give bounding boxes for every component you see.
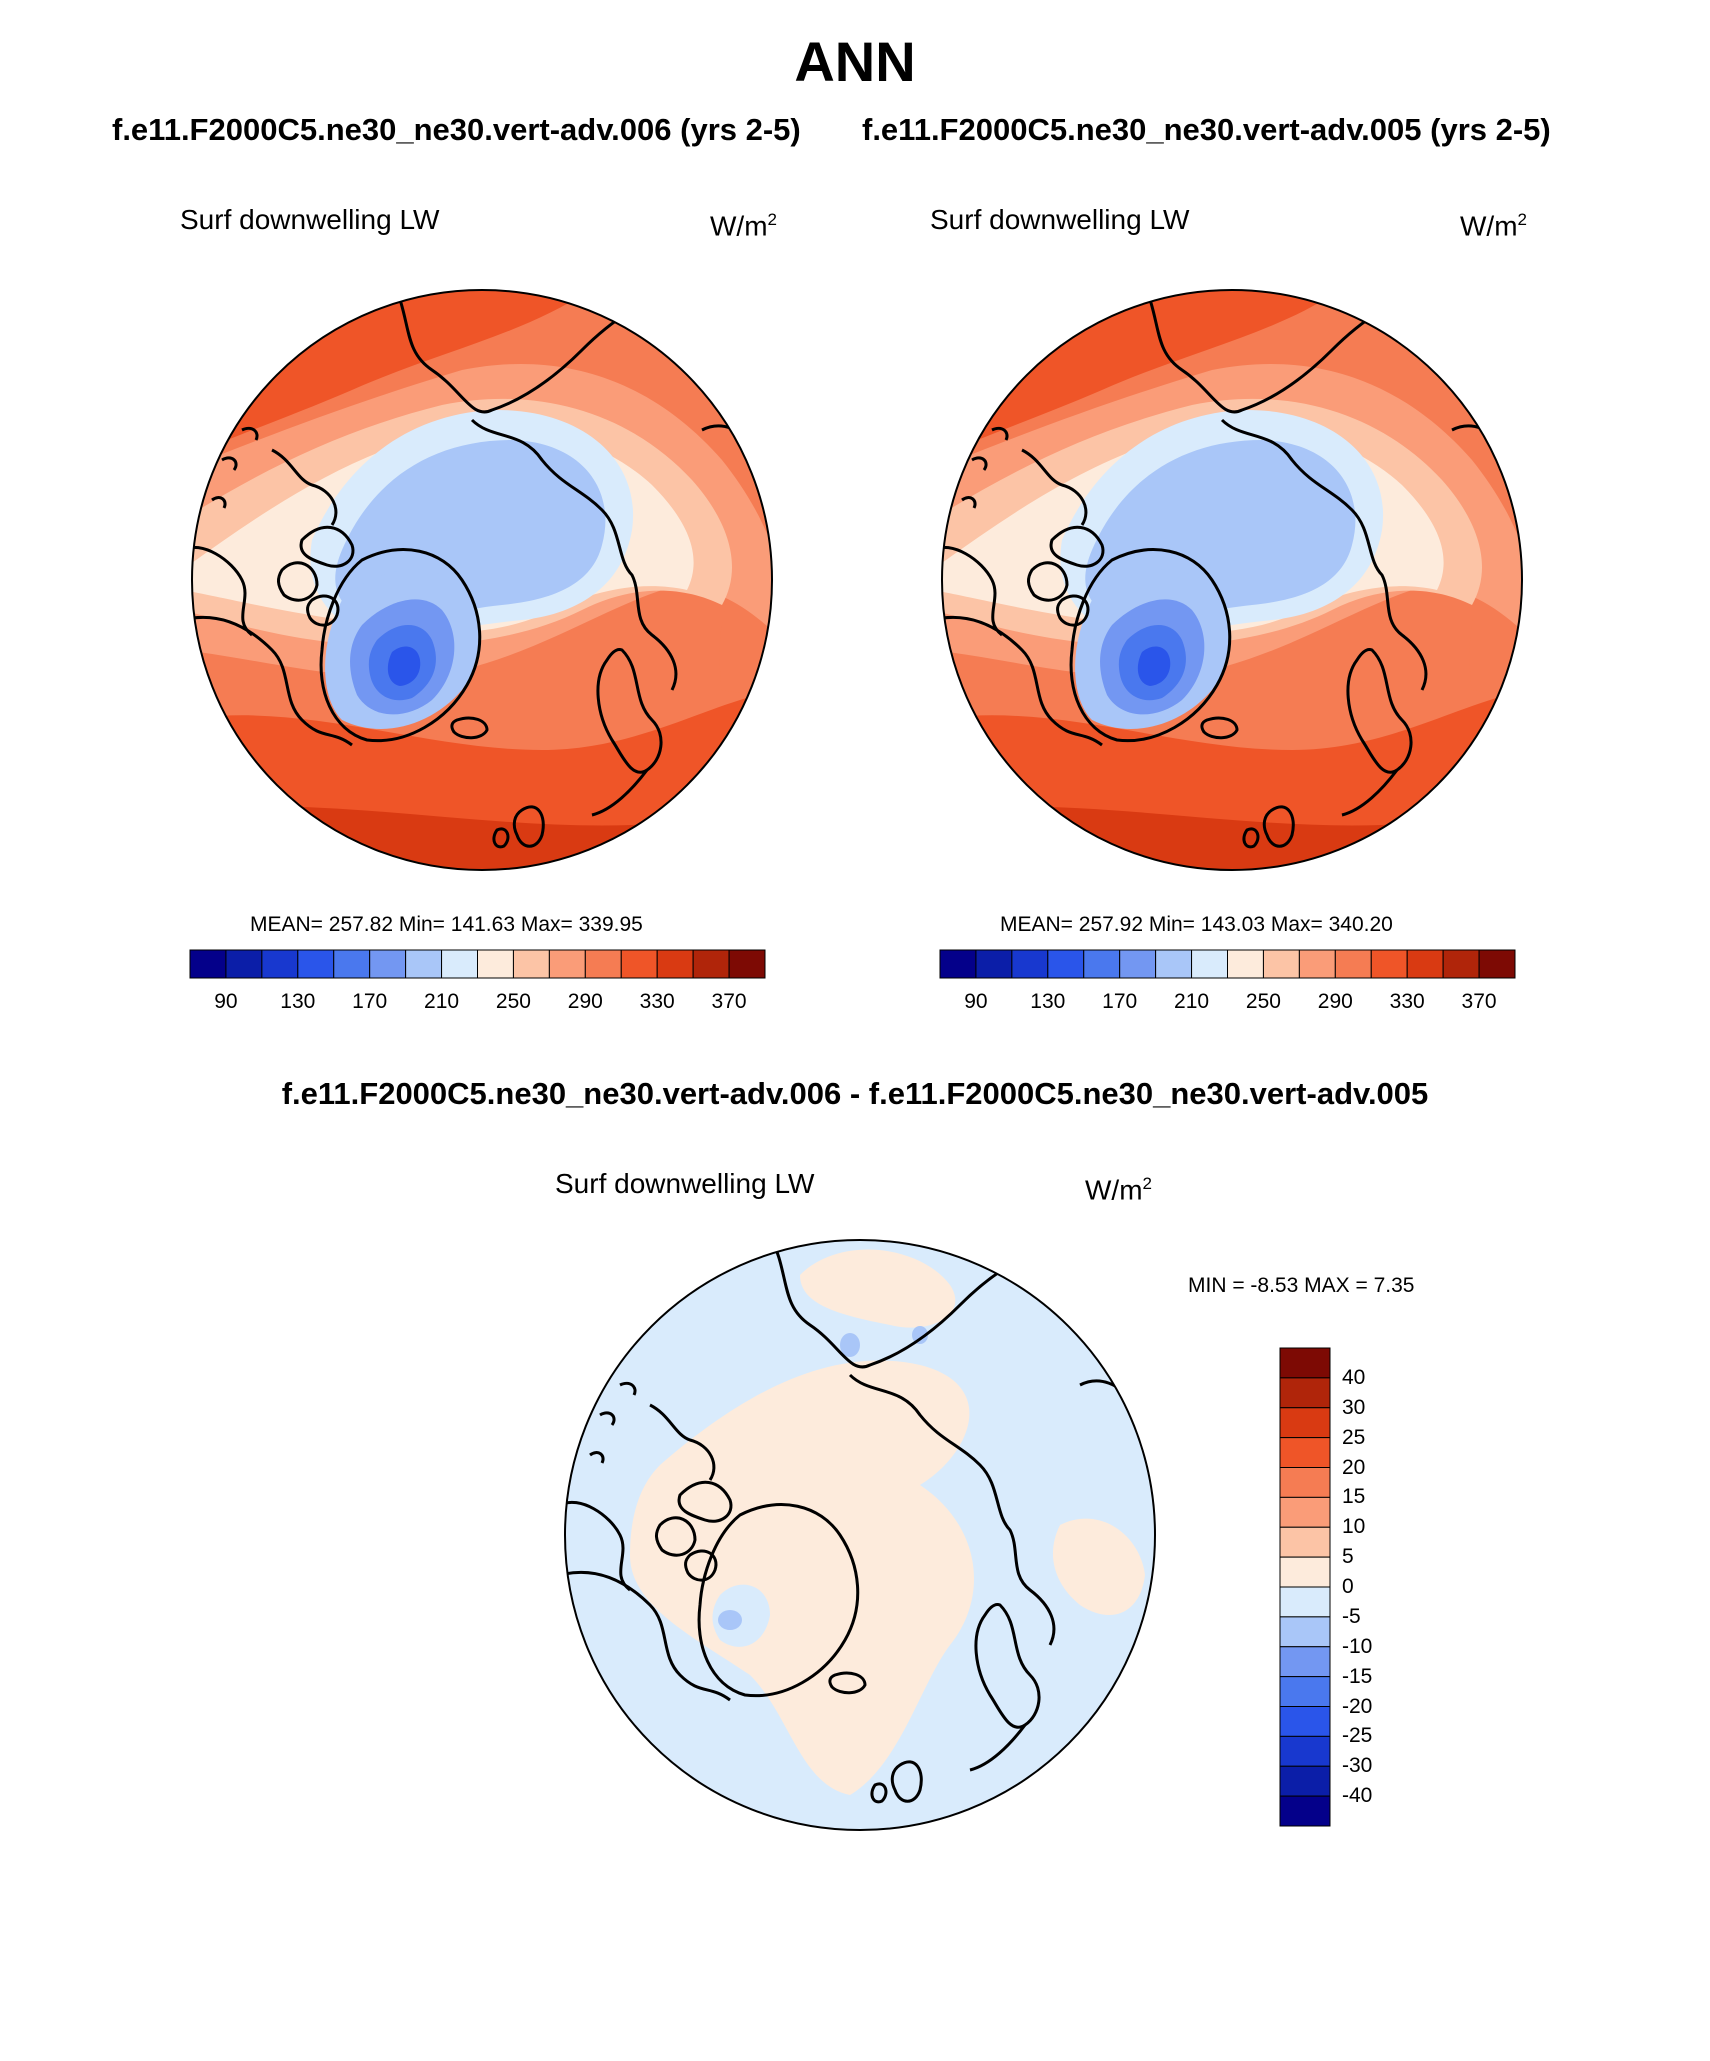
colorbar-cell [975, 949, 1013, 979]
colorbar-tick-label: 330 [639, 990, 675, 1013]
colorbar-cell [1279, 1347, 1331, 1379]
colorbar-tick-label: 290 [1317, 990, 1353, 1013]
colorbar-cell [1083, 949, 1121, 979]
variable-label-diff: Surf downwelling LW [555, 1168, 815, 1199]
colorbar-tick-label: 130 [1030, 990, 1066, 1013]
colorbar-cell [1279, 1676, 1331, 1707]
colorbar-tick-label: 30 [1342, 1395, 1366, 1419]
colorbar-right [939, 949, 1516, 979]
colorbar-cell [1279, 1616, 1331, 1648]
colorbar-cell [1279, 1586, 1331, 1618]
variable-label-right: Surf downwelling LW [930, 204, 1190, 235]
colorbar-cell [1279, 1795, 1331, 1827]
difference-title: f.e11.F2000C5.ne30_ne30.vert-adv.006 - f… [281, 1076, 1429, 1111]
colorbar-tick-label: -20 [1342, 1694, 1373, 1718]
colorbar-cell [1227, 949, 1264, 979]
colorbar-tick-label: 90 [214, 990, 238, 1013]
colorbar-tick-label: 15 [1342, 1485, 1366, 1509]
colorbar-cell [1478, 949, 1516, 979]
colorbar-tick-label: 170 [352, 990, 388, 1013]
colorbar-cell [512, 949, 550, 979]
colorbar-cell [441, 949, 478, 979]
map-difference [564, 1239, 1156, 1831]
colorbar-tick-label: 370 [1461, 990, 1497, 1013]
colorbar-tick-label: 250 [495, 990, 531, 1013]
colorbar-tick-label: 25 [1342, 1425, 1366, 1449]
colorbar-cell [405, 949, 443, 979]
colorbar-cell [189, 949, 227, 979]
colorbar-cell [620, 949, 658, 979]
colorbar-cell [1279, 1467, 1331, 1498]
colorbar-cell [225, 949, 263, 979]
colorbar-tick-label: 5 [1342, 1545, 1354, 1569]
colorbar-cell [939, 949, 977, 979]
colorbar-tick-label: 20 [1342, 1455, 1366, 1479]
stats-right: MEAN= 257.92 Min= 143.03 Max= 340.20 [1000, 913, 1393, 936]
colorbar-tick-label: 10 [1342, 1515, 1366, 1539]
map-left [191, 289, 773, 871]
colorbar-tick-label: 210 [424, 990, 460, 1013]
colorbar-cell [261, 949, 299, 979]
variable-label-left: Surf downwelling LW [180, 204, 440, 235]
case-title-left: f.e11.F2000C5.ne30_ne30.vert-adv.006 (yr… [112, 112, 801, 147]
colorbar-tick-label: 170 [1102, 990, 1138, 1013]
colorbar-cell [1279, 1556, 1331, 1588]
colorbar-tick-label: -5 [1342, 1604, 1361, 1628]
case-title-right: f.e11.F2000C5.ne30_ne30.vert-adv.005 (yr… [862, 112, 1551, 147]
colorbar-tick-label: 330 [1389, 990, 1425, 1013]
stats-left: MEAN= 257.82 Min= 141.63 Max= 339.95 [250, 913, 643, 936]
stats-diff: MIN = -8.53 MAX = 7.35 [1188, 1274, 1415, 1297]
colorbar-tick-label: -30 [1342, 1754, 1373, 1778]
colorbar-cell [548, 949, 586, 979]
colorbar-tick-label: 0 [1342, 1575, 1354, 1598]
colorbar-cell [1191, 949, 1228, 979]
colorbar-cell [1279, 1377, 1331, 1409]
colorbar-cell [1279, 1437, 1331, 1468]
colorbar-cell [692, 949, 730, 979]
units-label-left: W/m2 [710, 210, 777, 242]
colorbar-cell [1155, 949, 1193, 979]
colorbar-cell [1011, 949, 1049, 979]
colorbar-cell [584, 949, 622, 979]
colorbar-tick-label: -25 [1342, 1724, 1373, 1748]
colorbar-tick-label: -15 [1342, 1664, 1373, 1688]
colorbar-cell [1406, 949, 1444, 979]
colorbar-tick-label: 40 [1342, 1365, 1366, 1389]
colorbar-cell [728, 949, 766, 979]
colorbar-cell [1279, 1407, 1331, 1439]
colorbar-cell [477, 949, 514, 979]
colorbar-cell [1279, 1735, 1331, 1767]
colorbar-cell [369, 949, 407, 979]
units-label-right: W/m2 [1460, 210, 1527, 242]
map-right [941, 289, 1523, 871]
page-title: ANN [794, 30, 916, 93]
colorbar-tick-label: 290 [567, 990, 603, 1013]
colorbar-tick-label: 250 [1245, 990, 1281, 1013]
colorbar-cell [297, 949, 335, 979]
colorbar-left [189, 949, 766, 979]
colorbar-cell [1262, 949, 1300, 979]
colorbar-cell [1298, 949, 1336, 979]
units-label-diff: W/m2 [1085, 1174, 1152, 1206]
colorbar-cell [333, 949, 371, 979]
colorbar-cell [1279, 1765, 1331, 1797]
colorbar-cell [1279, 1646, 1331, 1678]
colorbar-cell [1334, 949, 1372, 979]
colorbar-tick-label: 210 [1174, 990, 1210, 1013]
colorbar-cell [1370, 949, 1408, 979]
colorbar-tick-label: -40 [1342, 1784, 1373, 1808]
colorbar-tick-label: 90 [964, 990, 988, 1013]
colorbar-cell [656, 949, 694, 979]
colorbar-tick-label: 130 [280, 990, 316, 1013]
colorbar-cell [1279, 1706, 1331, 1737]
colorbar-cell [1279, 1526, 1331, 1558]
colorbar-tick-label: -10 [1342, 1634, 1373, 1658]
colorbar-cell [1047, 949, 1085, 979]
colorbar-cell [1279, 1496, 1331, 1528]
colorbar-difference [1279, 1347, 1331, 1827]
colorbar-cell [1119, 949, 1157, 979]
colorbar-tick-label: 370 [711, 990, 747, 1013]
colorbar-cell [1442, 949, 1480, 979]
